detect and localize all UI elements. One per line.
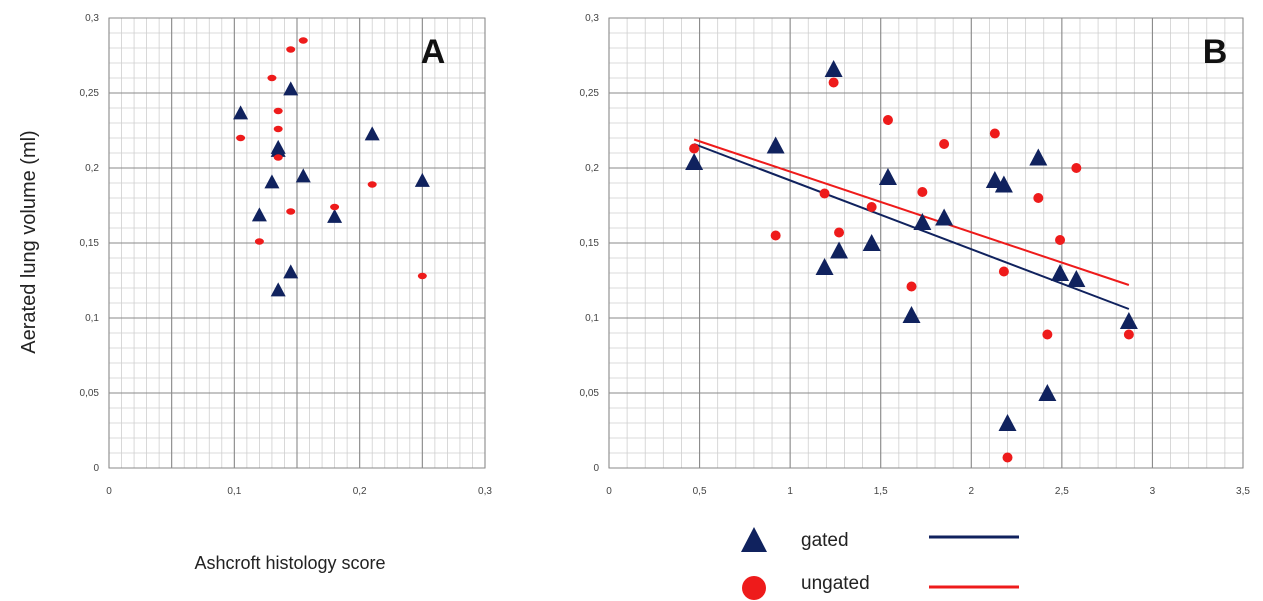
data-point-ungated: [917, 187, 928, 197]
data-point-ungated: [1123, 329, 1134, 340]
data-point-gated: [685, 152, 704, 170]
y-tick-label: 0,05: [580, 388, 600, 399]
data-point-ungated: [286, 208, 296, 215]
data-point-gated: [327, 208, 343, 223]
x-tick-label: 1: [787, 486, 793, 497]
data-point-ungated: [273, 107, 283, 115]
data-point-gated: [1119, 311, 1138, 329]
data-point-ungated: [906, 281, 917, 292]
y-tick-label: 0,15: [80, 238, 100, 249]
trendline-gated: [693, 143, 1130, 310]
data-point-ungated: [267, 74, 277, 82]
data-point-gated: [283, 81, 299, 96]
data-point-ungated: [939, 139, 950, 149]
y-tick-label: 0,25: [80, 88, 100, 99]
y-tick-label: 0,3: [585, 13, 599, 24]
panel-letter: A: [421, 33, 446, 71]
data-point-ungated: [273, 125, 283, 133]
data-point-gated: [283, 264, 299, 279]
y-tick-label: 0,1: [585, 313, 599, 324]
data-point-gated: [1038, 383, 1057, 401]
data-point-ungated: [989, 128, 1000, 139]
data-point-gated: [994, 175, 1013, 193]
x-tick-label: 2: [969, 486, 975, 497]
y-tick-label: 0: [593, 463, 599, 474]
data-point-gated: [233, 105, 249, 120]
y-tick-label: 0,1: [85, 313, 99, 324]
data-point-gated: [766, 136, 785, 154]
data-point-ungated: [254, 238, 264, 245]
data-point-ungated: [273, 154, 283, 161]
data-point-ungated: [417, 272, 427, 280]
data-point-gated: [364, 126, 380, 141]
panel-letter: B: [1203, 33, 1228, 71]
data-point-ungated: [236, 134, 246, 142]
data-point-ungated: [1055, 235, 1066, 245]
legend-label-ungated: ungated: [801, 573, 870, 594]
data-point-ungated: [770, 230, 781, 241]
data-point-ungated: [882, 115, 893, 125]
data-point-gated: [830, 241, 849, 259]
data-point-ungated: [866, 202, 877, 212]
data-point-ungated: [689, 143, 700, 154]
data-point-ungated: [1002, 452, 1013, 463]
data-point-ungated: [298, 37, 308, 44]
data-point-ungated: [1071, 163, 1082, 173]
data-point-ungated: [998, 266, 1009, 277]
data-point-gated: [295, 168, 311, 183]
data-point-gated: [414, 172, 430, 187]
data-point-gated: [270, 282, 286, 297]
x-tick-label: 0: [106, 486, 112, 497]
chart-panel-b: 0 0,05 0,1 0,15 0,2 0,25 0,3 0 0,5 1 1,5 2 2,5 3 3,5 B: [580, 13, 1251, 497]
x-tick-label: 0,5: [693, 486, 707, 497]
y-tick-label: 0,2: [85, 163, 99, 174]
data-point-gated: [270, 142, 286, 157]
x-axis-label: Ashcroft histology score: [194, 553, 385, 573]
data-point-ungated: [1033, 193, 1044, 203]
y-tick-label: 0,15: [580, 238, 600, 249]
data-point-gated: [998, 413, 1017, 431]
data-point-gated: [902, 305, 921, 323]
data-point-ungated: [286, 46, 296, 53]
legend-label-gated: gated: [801, 530, 849, 551]
data-point-gated: [251, 207, 267, 222]
data-point-gated: [1029, 148, 1048, 166]
data-point-gated: [985, 170, 1004, 188]
y-tick-label: 0,2: [585, 163, 599, 174]
y-tick-label: 0,05: [80, 388, 100, 399]
legend: gated ungated: [741, 527, 1019, 600]
data-point-ungated: [834, 227, 845, 238]
data-point-ungated: [1042, 329, 1053, 340]
legend-marker-ungated: [742, 576, 766, 600]
y-tick-label: 0,25: [580, 88, 600, 99]
x-tick-label: 3,5: [1236, 486, 1250, 497]
x-tick-label: 2,5: [1055, 486, 1069, 497]
x-tick-label: 0,1: [227, 486, 241, 497]
legend-marker-gated: [741, 527, 767, 552]
data-point-ungated: [819, 188, 830, 199]
x-tick-label: 0,3: [478, 486, 492, 497]
data-point-gated: [264, 174, 280, 189]
data-point-ungated: [367, 181, 377, 188]
x-tick-label: 0: [606, 486, 612, 497]
data-point-gated: [1051, 263, 1070, 281]
x-tick-label: 1,5: [874, 486, 888, 497]
data-point-gated: [824, 59, 843, 77]
data-point-gated: [913, 212, 932, 230]
trendline-ungated: [693, 138, 1130, 286]
chart-panel-a: 0 0,05 0,1 0,15 0,2 0,25 0,3 0 0,1 0,2 0,3 A: [80, 13, 493, 497]
data-point-ungated: [330, 203, 340, 211]
data-point-gated: [1067, 269, 1086, 287]
data-point-gated: [862, 233, 881, 251]
x-tick-label: 3: [1150, 486, 1156, 497]
y-tick-label: 0,3: [85, 13, 99, 24]
data-point-gated: [815, 257, 834, 275]
data-point-ungated: [828, 77, 839, 88]
y-tick-label: 0: [93, 463, 99, 474]
data-point-gated: [878, 167, 897, 185]
x-tick-label: 0,2: [353, 486, 367, 497]
y-axis-label: Aerated lung volume (ml): [18, 130, 40, 353]
data-point-gated: [935, 208, 954, 226]
